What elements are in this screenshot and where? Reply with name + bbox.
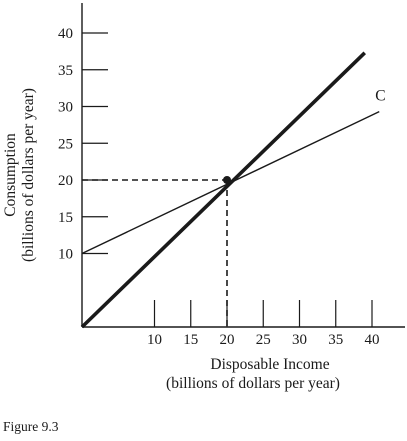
figure-caption: Figure 9.3 [3,419,59,434]
x-tick-label: 20 [220,332,235,348]
x-tick-label: 25 [256,332,271,348]
x-tick-label: 30 [292,332,307,348]
x-tick-label: 40 [365,332,380,348]
intersection-point [223,176,231,184]
y-axis-subtitle: (billions of dollars per year) [20,88,37,262]
y-tick-label: 15 [58,210,73,226]
x-tick-label: 15 [183,332,198,348]
x-tick-label: 35 [328,332,343,348]
series-line-45-degree [80,51,367,329]
series-label-consumption: C [375,88,385,105]
series-layer [80,51,380,329]
y-tick-label: 40 [58,26,73,42]
y-tick-label: 20 [58,173,73,189]
y-tick-label: 25 [58,136,73,152]
ticks-layer: 10 15 20 25 30 35 40 10 15 20 25 30 35 40 [58,26,380,348]
x-tick-label: 10 [147,332,162,348]
y-tick-label: 30 [58,100,73,116]
y-tick-label: 10 [58,247,73,263]
x-axis-subtitle: (billions of dollars per year) [166,375,340,392]
x-axis-title: Disposable Income [210,356,329,373]
series-line-consumption [81,111,380,255]
labels-layer: C [375,88,385,105]
axes-layer [81,3,405,328]
y-axis-title: Consumption [2,133,19,217]
y-tick-label: 35 [58,63,73,79]
